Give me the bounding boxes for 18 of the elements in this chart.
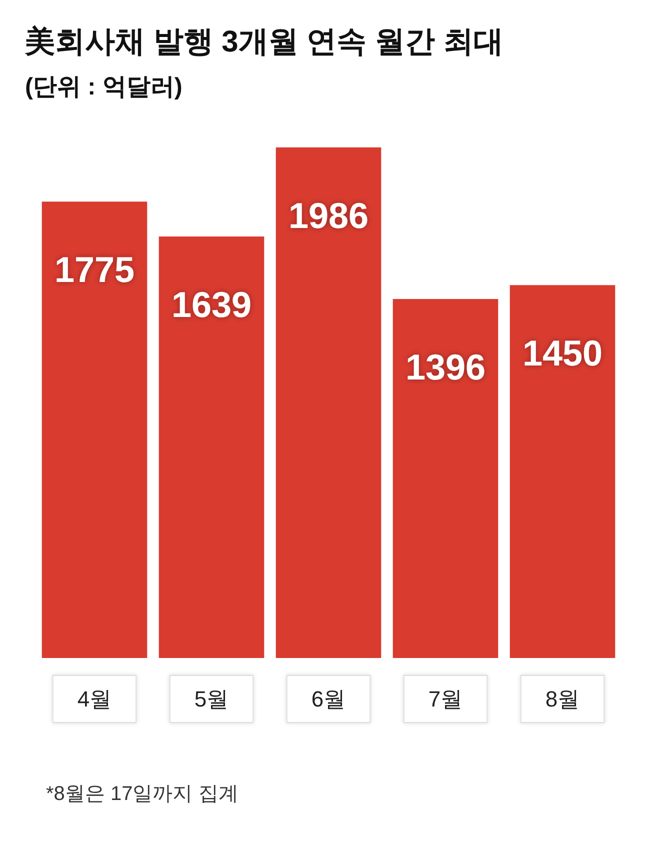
text: *8월은 17일까지 집계 (46, 783, 238, 805)
bar (510, 285, 616, 658)
x-tick-label: 8월 (545, 686, 580, 712)
data-label: 1986 (288, 194, 369, 236)
chart-subtitle: (단위 : 억달러) (25, 74, 182, 100)
bar (42, 202, 148, 658)
x-tick-label: 6월 (311, 686, 346, 712)
data-label: 1396 (405, 346, 486, 388)
x-tick-label: 4월 (77, 686, 112, 712)
x-tick-label: 5월 (194, 686, 229, 712)
bar (276, 147, 382, 658)
bar (158, 236, 264, 658)
chart-title: 美회사채 발행 3개월 연속 월간 최대 (24, 24, 504, 58)
data-label: 1775 (54, 249, 135, 290)
bar (392, 299, 498, 658)
data-label: 1450 (522, 332, 603, 374)
data-label: 1639 (171, 284, 252, 326)
x-tick-label: 7월 (428, 686, 463, 712)
